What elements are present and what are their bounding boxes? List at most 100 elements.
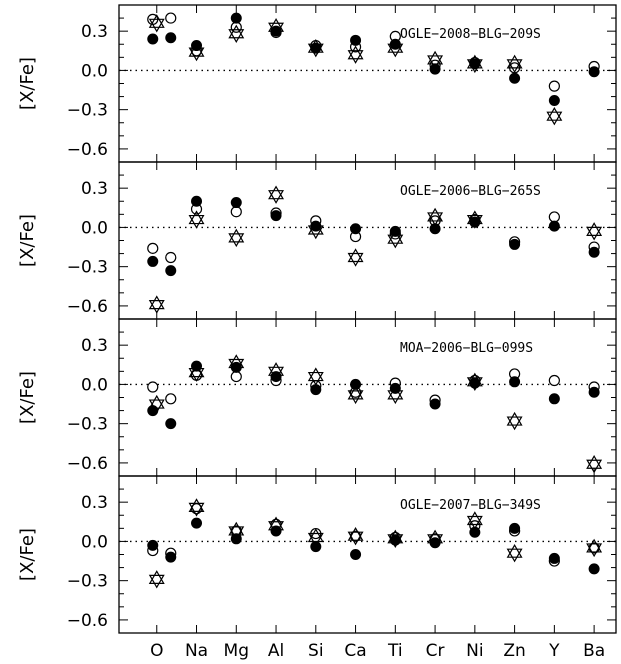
star-point (387, 38, 404, 58)
filled-circle-point (310, 384, 322, 396)
open-circle-point (548, 374, 560, 387)
filled-circle-point (147, 255, 159, 267)
star-point (347, 45, 364, 64)
panels-group: 0.30.0−0.3−0.6[X/Fe]OGLE−2008−BLG−209S0.… (17, 4, 617, 634)
star-point (347, 526, 364, 546)
star-point (188, 210, 205, 229)
star-point (546, 107, 563, 126)
x-tick-label: Ti (387, 641, 403, 661)
star-point (466, 54, 483, 74)
filled-circle-point (509, 522, 521, 534)
star-point (188, 498, 205, 517)
star-point (148, 295, 165, 314)
y-tick-label: −0.3 (67, 258, 108, 278)
y-tick-label: −0.6 (67, 297, 108, 317)
filled-circle-point (588, 246, 600, 258)
filled-circle-point (429, 398, 441, 410)
y-tick-label: −0.3 (67, 101, 108, 121)
panel-2: 0.3 0.0 −0.3 −0.6 [X/Fe] OGLE−2006−BLG−265S (17, 161, 617, 320)
star-point (307, 367, 324, 386)
y-tick-label: 0.3 (81, 22, 108, 42)
star-point (466, 210, 483, 229)
star-point (506, 54, 523, 74)
panel-4: 0.3 0.0 −0.3 −0.6 [X/Fe] OGLE−2007−BLG−349S (17, 475, 617, 634)
open-circle-point (165, 12, 177, 24)
filled-circle-point (350, 378, 362, 390)
x-tick-label: Na (185, 641, 208, 661)
star-point (307, 528, 324, 547)
star-point (387, 529, 404, 548)
open-circle-point (165, 393, 177, 405)
star-point (228, 228, 245, 248)
panel-1: 0.3 0.0 −0.3 −0.6 [X/Fe] OGLE−2008−BLG−209S (17, 4, 617, 163)
open-circle-point (230, 206, 242, 218)
panel-frame (118, 475, 617, 634)
star-point (506, 543, 523, 563)
filled-circle-point (191, 195, 203, 207)
y-tick-label: 0.0 (81, 218, 108, 238)
star-point (586, 538, 603, 558)
star-point (427, 207, 444, 227)
filled-circle-point (230, 12, 242, 24)
filled-circle-point (588, 66, 600, 78)
filled-circle-point (350, 223, 362, 235)
filled-circle-point (147, 33, 159, 45)
filled-circle-point (147, 539, 159, 551)
y-tick-label: −0.3 (67, 572, 108, 592)
star-point (188, 363, 205, 382)
star-point (586, 455, 603, 474)
y-tick-label: 0.3 (81, 493, 108, 513)
filled-circle-point (548, 393, 560, 405)
filled-circle-point (509, 238, 521, 250)
x-tick-label: Ni (466, 641, 483, 661)
panel-frame (118, 4, 617, 163)
star-point (427, 50, 444, 70)
filled-circle-point (548, 95, 560, 107)
filled-circle-point (469, 526, 481, 538)
y-tick-label: 0.3 (81, 336, 108, 356)
panel-frame (118, 318, 617, 477)
x-tick-label: Ca (344, 641, 366, 661)
filled-circle-point (230, 197, 242, 209)
star-point (268, 185, 285, 204)
filled-circle-point (548, 552, 560, 564)
open-circle-point (548, 211, 560, 223)
star-point (148, 394, 165, 414)
star-point (307, 38, 324, 58)
y-tick-label: 0.3 (81, 179, 108, 199)
star-point (228, 354, 245, 373)
y-tick-label: 0.0 (81, 532, 108, 552)
star-point (268, 362, 285, 381)
panel-title: OGLE−2007−BLG−349S (400, 498, 541, 513)
x-tick-label: Al (268, 641, 284, 661)
star-point (307, 220, 324, 240)
star-point (387, 229, 404, 249)
y-tick-label: −0.6 (67, 140, 108, 160)
filled-circle-point (165, 551, 177, 563)
open-circle-point (230, 370, 242, 383)
filled-circle-point (509, 72, 521, 84)
filled-circle-point (509, 376, 521, 388)
open-circle-point (147, 242, 159, 254)
x-tick-labels: O Na Mg Al Si Ca Ti Cr Ni Zn Y Ba (150, 641, 605, 661)
star-point (268, 516, 285, 535)
star-point (148, 14, 165, 33)
panel-frame (118, 161, 617, 320)
panel-3: 0.3 0.0 −0.3 −0.6 [X/Fe] MOA−2006−BLG−099S (17, 318, 617, 477)
filled-circle-point (429, 223, 441, 235)
filled-circle-point (270, 210, 282, 222)
y-tick-label: −0.6 (67, 454, 108, 474)
star-point (427, 529, 444, 548)
star-point (268, 18, 285, 37)
filled-circle-point (191, 517, 203, 529)
x-tick-label: Zn (503, 641, 525, 661)
star-point (586, 222, 603, 241)
star-point (188, 42, 205, 62)
y-axis-label: [X/Fe] (17, 214, 38, 267)
star-point (387, 385, 404, 405)
star-point (347, 248, 364, 267)
y-axis-label: [X/Fe] (17, 528, 38, 581)
panel-title: MOA−2006−BLG−099S (400, 341, 533, 356)
filled-circle-point (588, 563, 600, 575)
